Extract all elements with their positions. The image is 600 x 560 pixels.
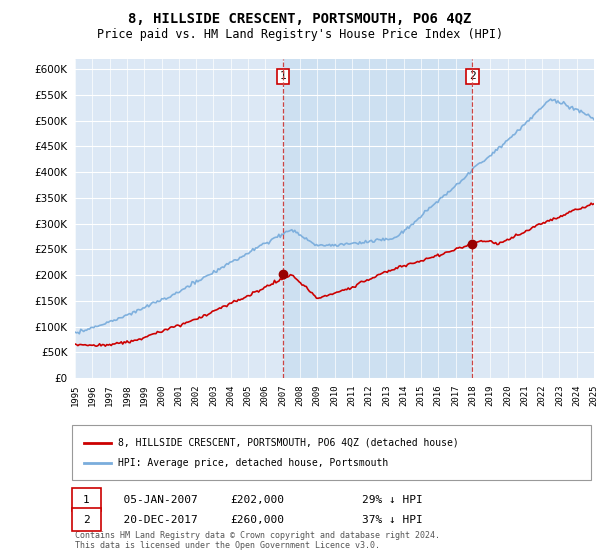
Text: 20-DEC-2017: 20-DEC-2017 [110,515,197,525]
Text: 2: 2 [469,71,476,81]
Text: £260,000: £260,000 [230,515,284,525]
Text: 1: 1 [280,71,286,81]
Text: Contains HM Land Registry data © Crown copyright and database right 2024.
This d: Contains HM Land Registry data © Crown c… [75,530,440,550]
Text: 2: 2 [83,515,90,525]
Text: Price paid vs. HM Land Registry's House Price Index (HPI): Price paid vs. HM Land Registry's House … [97,28,503,41]
Text: 05-JAN-2007: 05-JAN-2007 [110,494,197,505]
Bar [283,59,472,378]
Text: 37% ↓ HPI: 37% ↓ HPI [362,515,422,525]
Text: £202,000: £202,000 [230,494,284,505]
Text: 1: 1 [83,494,90,505]
Text: HPI: Average price, detached house, Portsmouth: HPI: Average price, detached house, Port… [118,458,388,468]
Text: 29% ↓ HPI: 29% ↓ HPI [362,494,422,505]
Text: 8, HILLSIDE CRESCENT, PORTSMOUTH, PO6 4QZ (detached house): 8, HILLSIDE CRESCENT, PORTSMOUTH, PO6 4Q… [118,437,459,447]
Text: 8, HILLSIDE CRESCENT, PORTSMOUTH, PO6 4QZ: 8, HILLSIDE CRESCENT, PORTSMOUTH, PO6 4Q… [128,12,472,26]
